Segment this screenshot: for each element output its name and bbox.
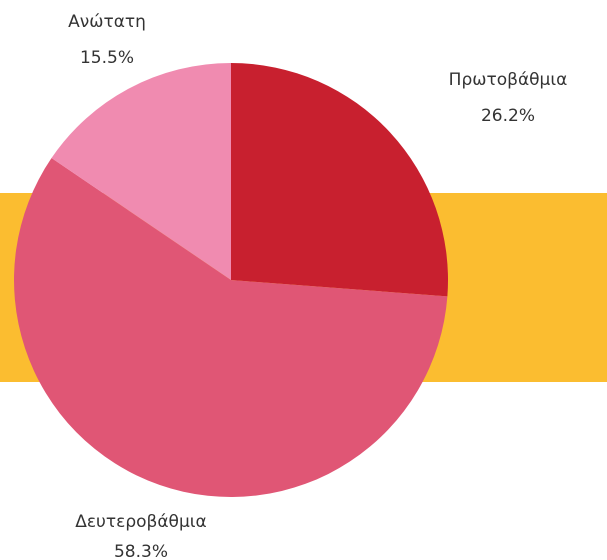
slice-value-label: 15.5%: [80, 48, 134, 68]
pie-slice: [13, 158, 448, 498]
slice-value-label: 26.2%: [481, 106, 535, 126]
slice-label: Δευτεροβάθμια: [75, 512, 207, 532]
pie-slice: [51, 62, 231, 280]
slice-label: Πρωτοβάθμια: [449, 70, 568, 90]
slice-label: Ανώτατη: [68, 12, 146, 32]
slice-value-label: 58.3%: [114, 542, 168, 560]
pie-slice: [231, 63, 448, 297]
